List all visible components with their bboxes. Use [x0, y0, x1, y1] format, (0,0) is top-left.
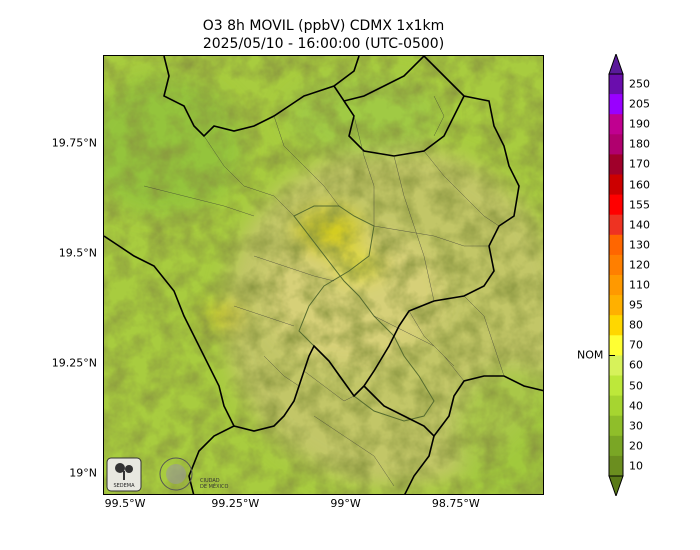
- svg-text:DE MÉXICO: DE MÉXICO: [200, 482, 228, 490]
- state-border: [233, 56, 520, 432]
- colorbar-level-label: 170: [629, 157, 650, 171]
- svg-text:CIUDAD: CIUDAD: [200, 478, 220, 484]
- colorbar-segment: [609, 174, 623, 196]
- sedema-logo: SEDEMA: [106, 457, 142, 492]
- nom-tick: [609, 355, 615, 357]
- colorbar-segment: [609, 355, 623, 376]
- state-border: [433, 375, 543, 437]
- colorbar-level-label: 70: [629, 338, 643, 352]
- colorbar-segment: [609, 435, 623, 457]
- lat-tick-label: 19.5°N: [58, 246, 97, 260]
- colorbar-segment: [609, 395, 623, 417]
- colorbar-level-label: 120: [629, 258, 650, 272]
- state-border: [333, 56, 425, 102]
- lon-tick-label: 99°W: [330, 497, 361, 510]
- lat-tick-label: 19°N: [69, 466, 97, 480]
- colorbar-segment: [609, 254, 623, 276]
- colorbar-segment: [609, 315, 623, 336]
- colorbar-level-label: 180: [629, 137, 650, 151]
- colorbar-level-label: 40: [629, 399, 643, 413]
- municipal-boundaries: [143, 95, 505, 487]
- colorbar-upper-extend: [608, 54, 624, 75]
- ozone-map: SEDEMA CIUDAD DE MÉXICO: [103, 55, 544, 495]
- colorbar-level-label: 140: [629, 218, 650, 232]
- map-timestamp: 2025/05/10 - 16:00:00 (UTC-0500): [202, 36, 445, 52]
- ozone-map-canvas: SEDEMA CIUDAD DE MÉXICO: [104, 56, 543, 494]
- colorbar-segment: [609, 295, 623, 316]
- state-border: [104, 235, 236, 494]
- lon-tick-label: 98.75°W: [431, 497, 480, 510]
- colorbar-segment: [609, 375, 623, 397]
- map-title: O3 8h MOVIL (ppbV) CDMX 1x1km: [202, 18, 445, 34]
- colorbar-level-label: 80: [629, 318, 643, 332]
- colorbar-segment: [609, 415, 623, 437]
- colorbar-segment: [609, 134, 623, 155]
- state-border: [163, 56, 360, 138]
- colorbar-segment: [609, 335, 623, 356]
- colorbar-segment: [609, 275, 623, 296]
- colorbar-segment: [609, 455, 623, 477]
- lat-tick-label: 19.25°N: [51, 356, 97, 370]
- colorbar-segment: [609, 194, 623, 216]
- colorbar-level-label: 10: [629, 459, 643, 473]
- colorbar-segment: [609, 154, 623, 175]
- colorbar-segment: [609, 214, 623, 236]
- colorbar-level-label: 50: [629, 379, 643, 393]
- lon-tick-label: 99.25°W: [211, 497, 260, 510]
- colorbar-level-label: 130: [629, 238, 650, 252]
- colorbar-level-label: 205: [629, 97, 650, 111]
- colorbar-level-label: 155: [629, 198, 650, 212]
- nom-label: NOM: [577, 348, 604, 362]
- colorbar-level-label: 190: [629, 117, 650, 131]
- colorbar-segment: [609, 234, 623, 256]
- colorbar-segment: [609, 114, 623, 135]
- colorbar-level-label: 20: [629, 439, 643, 453]
- colorbar-level-label: 95: [629, 298, 643, 312]
- colorbar-outline: [608, 73, 624, 477]
- tree-logo-icon: [115, 463, 133, 480]
- seal-logo-icon: CIUDAD DE MÉXICO: [159, 457, 228, 491]
- svg-text:SEDEMA: SEDEMA: [113, 483, 135, 489]
- colorbar-level-label: 60: [629, 358, 643, 372]
- colorbar-lower-extend: [608, 475, 624, 496]
- state-border: [363, 385, 435, 494]
- colorbar-segment: [609, 74, 623, 95]
- lat-tick-label: 19.75°N: [51, 136, 97, 150]
- colorbar-level-label: 30: [629, 419, 643, 433]
- colorbar-segment: [609, 94, 623, 115]
- terrain-relief: [104, 56, 543, 494]
- colorbar-level-label: 160: [629, 178, 650, 192]
- colorbar: [608, 54, 624, 496]
- lon-tick-label: 99.5°W: [104, 497, 146, 510]
- colorbar-level-label: 110: [629, 278, 650, 292]
- colorbar-level-label: 250: [629, 77, 650, 91]
